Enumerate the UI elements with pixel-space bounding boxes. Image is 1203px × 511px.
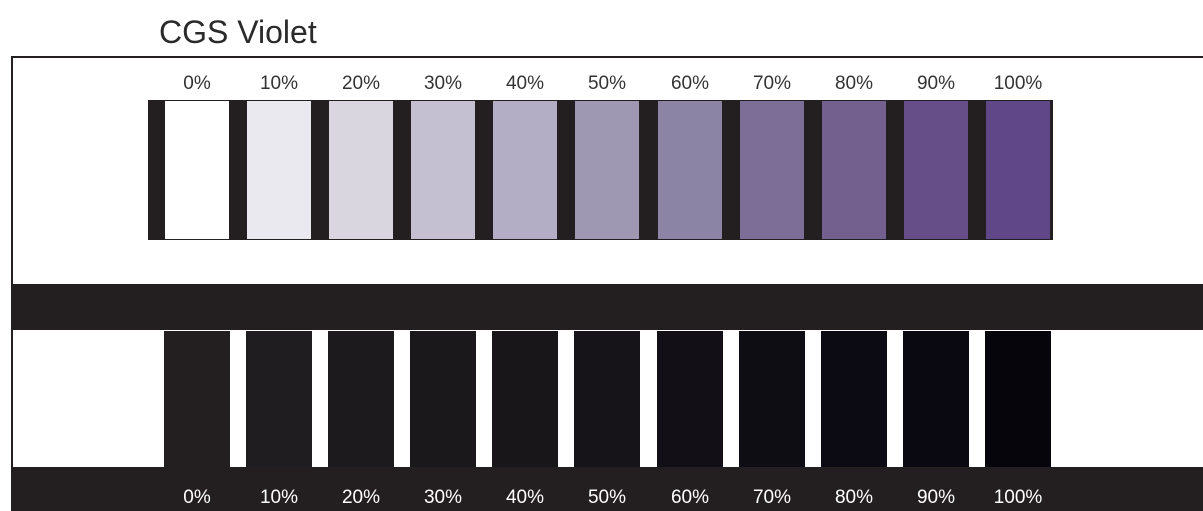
violet-swatch-1 xyxy=(246,100,312,240)
bottom-label-8: 80% xyxy=(834,487,874,508)
dark-swatch-0 xyxy=(164,331,230,467)
dark-swatch-7 xyxy=(739,331,805,467)
dark-swatch-4 xyxy=(492,331,558,467)
dark-swatch-2 xyxy=(328,331,394,467)
violet-swatch-5 xyxy=(574,100,640,240)
top-label-4: 40% xyxy=(505,73,545,94)
dark-swatch-8 xyxy=(821,331,887,467)
page-title: CGS Violet xyxy=(159,14,317,50)
dark-swatch-10 xyxy=(985,331,1051,467)
dark-swatch-6 xyxy=(657,331,723,467)
dark-swatch-1 xyxy=(246,331,312,467)
bottom-label-3: 30% xyxy=(423,487,463,508)
top-label-8: 80% xyxy=(834,73,874,94)
violet-swatch-6 xyxy=(657,100,723,240)
bottom-label-7: 70% xyxy=(752,487,792,508)
bottom-label-5: 50% xyxy=(587,487,627,508)
middle-dark-band xyxy=(11,284,1203,330)
violet-swatch-3 xyxy=(410,100,476,240)
violet-swatch-10 xyxy=(985,100,1051,240)
top-label-5: 50% xyxy=(587,73,627,94)
top-label-3: 30% xyxy=(423,73,463,94)
bottom-label-1: 10% xyxy=(259,487,299,508)
top-label-2: 20% xyxy=(341,73,381,94)
top-label-7: 70% xyxy=(752,73,792,94)
bottom-dark-band xyxy=(11,467,1203,511)
bottom-label-0: 0% xyxy=(183,487,211,508)
top-label-10: 100% xyxy=(993,73,1043,94)
violet-swatch-7 xyxy=(739,100,805,240)
top-label-9: 90% xyxy=(916,73,956,94)
violet-swatch-0 xyxy=(164,100,230,240)
bottom-label-4: 40% xyxy=(505,487,545,508)
bottom-label-9: 90% xyxy=(916,487,956,508)
dark-swatch-5 xyxy=(574,331,640,467)
top-label-6: 60% xyxy=(670,73,710,94)
top-label-1: 10% xyxy=(259,73,299,94)
violet-swatch-2 xyxy=(328,100,394,240)
violet-swatch-9 xyxy=(903,100,969,240)
bottom-label-6: 60% xyxy=(670,487,710,508)
dark-swatch-9 xyxy=(903,331,969,467)
violet-swatch-4 xyxy=(492,100,558,240)
dark-swatch-3 xyxy=(410,331,476,467)
violet-swatch-8 xyxy=(821,100,887,240)
top-label-0: 0% xyxy=(183,73,211,94)
bottom-label-10: 100% xyxy=(993,487,1043,508)
bottom-label-2: 20% xyxy=(341,487,381,508)
